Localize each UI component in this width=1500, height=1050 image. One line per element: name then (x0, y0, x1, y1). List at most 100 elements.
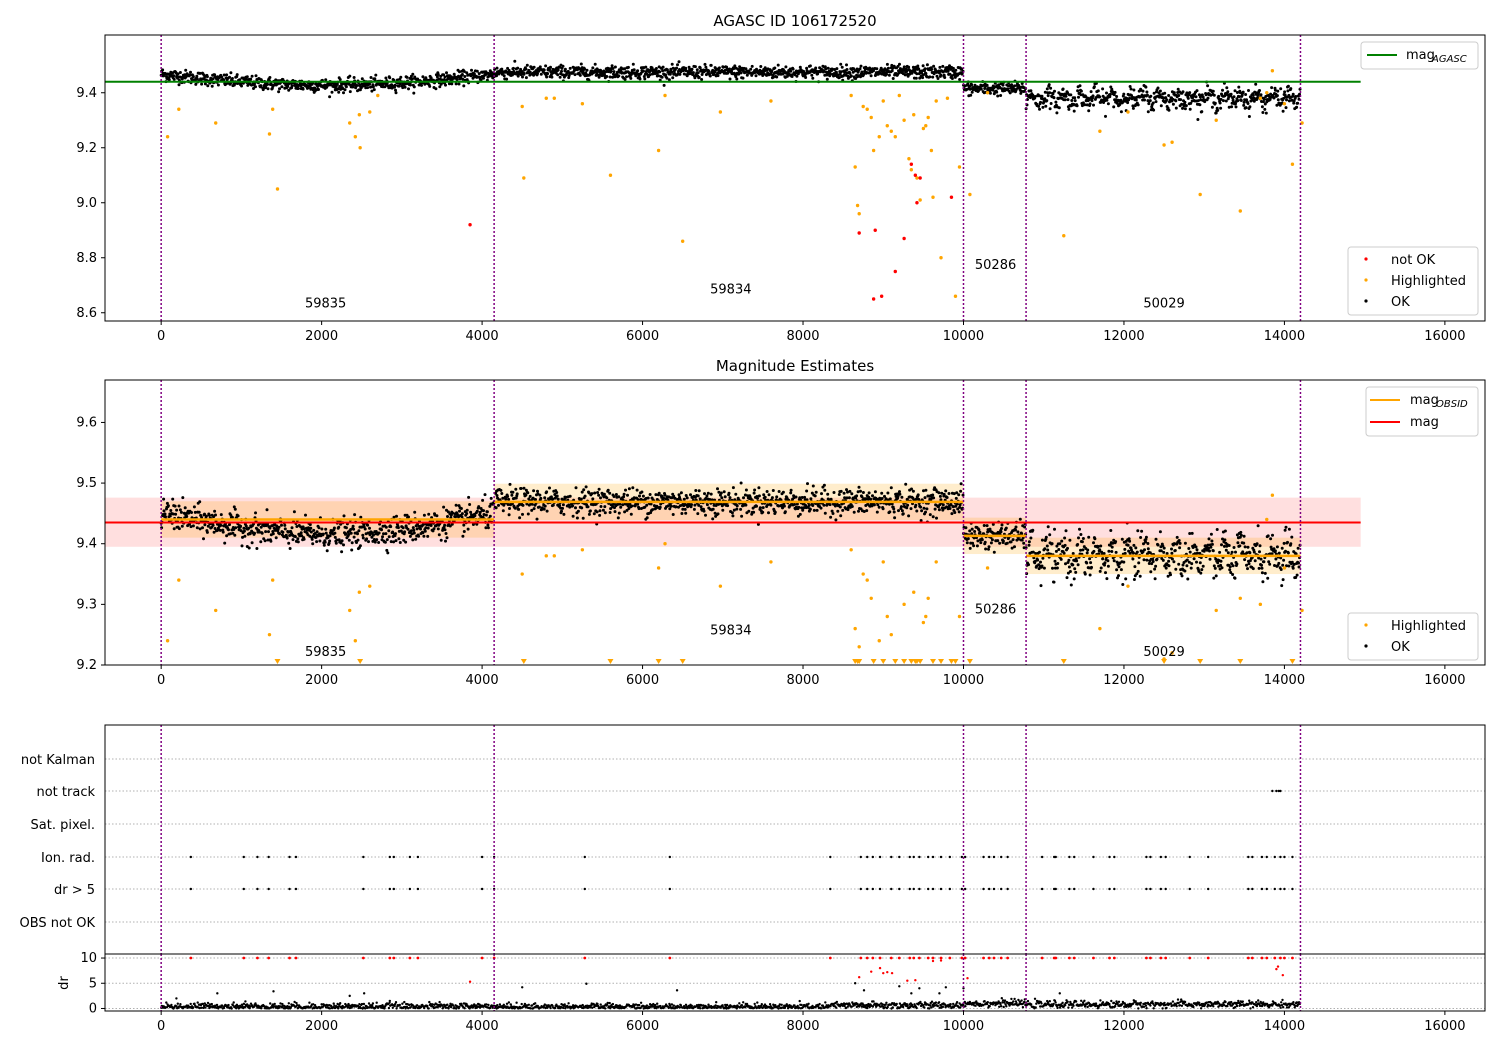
highlighted-point (889, 632, 893, 637)
highlighted-point (885, 614, 889, 619)
dr-flag (242, 887, 246, 891)
highlighted-point (985, 91, 990, 95)
highlighted-point (544, 554, 548, 558)
x-tick-label: 2000 (305, 673, 338, 688)
y-tick-label: 9.2 (76, 141, 97, 156)
ion-rad-flag (388, 855, 392, 859)
dr-point (923, 1001, 927, 1004)
dr-capped-point (917, 956, 921, 960)
dr-flag (890, 887, 893, 891)
dr-capped-point (1188, 956, 1192, 960)
highlighted-point (1265, 91, 1269, 95)
dr-flag (878, 887, 882, 891)
dr-point (853, 982, 857, 985)
ion-rad-flag (480, 855, 484, 859)
dr-flag (267, 887, 270, 891)
highlighted-point (608, 173, 613, 177)
obsid-label: 50286 (975, 602, 1016, 617)
dr-large-point (914, 979, 917, 982)
highlighted-point (934, 99, 938, 103)
not-ok-point (468, 223, 472, 227)
ion-rad-flag (939, 855, 943, 859)
highlighted-point (580, 548, 585, 552)
dr-axis-label: dr (57, 976, 72, 990)
highlighted-point (1270, 493, 1275, 497)
magnitude-legend-highlighted: Highlighted (1391, 619, 1466, 634)
off-scale-marker (908, 659, 915, 664)
ion-rad-flag (982, 855, 985, 859)
agasc-legend-line-label: mag (1406, 48, 1435, 63)
flag-category-label: Ion. rad. (41, 851, 95, 866)
legend-mag: mag (1410, 415, 1439, 430)
off-scale-marker (1237, 659, 1244, 664)
highlighted-point (921, 620, 926, 625)
dr-point (272, 990, 275, 993)
not-track-flag (1275, 789, 1278, 793)
ion-rad-flag (1279, 855, 1282, 859)
dr-large-point (931, 959, 935, 963)
highlighted-point (656, 148, 661, 153)
ion-rad-flag (999, 855, 1003, 859)
agasc-legend-highlighted: Highlighted (1391, 274, 1466, 289)
dr-flag (362, 887, 365, 891)
highlighted-point (353, 639, 358, 643)
dr-capped-point (889, 956, 893, 960)
highlighted-point (552, 96, 557, 100)
x-tick-label: 10000 (943, 1019, 984, 1034)
dr-flag (583, 887, 586, 891)
agasc-axes-frame (104, 34, 1486, 322)
dr-points (829, 1000, 965, 1010)
dr-point (175, 997, 178, 1000)
ion-rad-flag (1164, 855, 1167, 859)
off-scale-marker (880, 659, 887, 664)
dr-flag (1279, 887, 1282, 891)
not-ok-point (915, 201, 919, 205)
dr-flag (668, 887, 672, 891)
highlighted-point (520, 104, 524, 109)
highlighted-point (861, 572, 865, 576)
ion-rad-flag (926, 855, 930, 859)
dr-capped-point (242, 956, 246, 960)
highlighted-point (177, 578, 181, 582)
dr-point (216, 992, 219, 995)
dr-flag (1273, 887, 1276, 891)
off-scale-marker (870, 659, 877, 664)
highlighted-point (861, 104, 865, 109)
highlighted-point (1270, 69, 1275, 73)
ion-rad-flag (948, 855, 952, 859)
ion-rad-flag (1068, 855, 1071, 859)
highlighted-point (1126, 584, 1130, 588)
x-tick-label: 8000 (786, 329, 819, 344)
off-scale-marker (357, 659, 364, 664)
dr-flag (939, 887, 943, 891)
dr-point (675, 989, 679, 992)
highlighted-point (881, 560, 885, 564)
not-ok-point (871, 297, 876, 301)
highlighted-point (270, 578, 275, 582)
highlighted-point (849, 93, 853, 98)
highlighted-point (680, 239, 685, 243)
highlighted-point (885, 124, 889, 128)
dr-flag (1006, 887, 1009, 891)
x-tick-label: 10000 (943, 673, 984, 688)
dr-capped-point (408, 956, 412, 960)
highlighted-point (214, 121, 218, 125)
highlighted-point (275, 187, 280, 191)
ion-rad-flag (1006, 855, 1009, 859)
x-tick-label: 0 (157, 329, 165, 344)
ion-rad-flag (898, 855, 901, 859)
ion-rad-flag (960, 855, 964, 859)
ion-rad-flag (288, 855, 291, 859)
obsid-label: 50029 (1143, 296, 1184, 311)
agasc-panel: AGASC ID 106172520 59835598345028650029 … (76, 12, 1486, 344)
highlighted-point (1258, 602, 1263, 607)
dr-point (244, 1000, 247, 1003)
highlighted-point (267, 632, 272, 637)
x-tick-label: 12000 (1103, 1019, 1144, 1034)
highlighted-point (718, 584, 723, 588)
ion-rad-flag (583, 855, 586, 859)
highlighted-point (853, 626, 857, 631)
legend-mag-obsid-sub: OBSID (1436, 399, 1468, 410)
dr-capped-point (908, 956, 912, 960)
obsid-label: 50029 (1143, 645, 1184, 660)
